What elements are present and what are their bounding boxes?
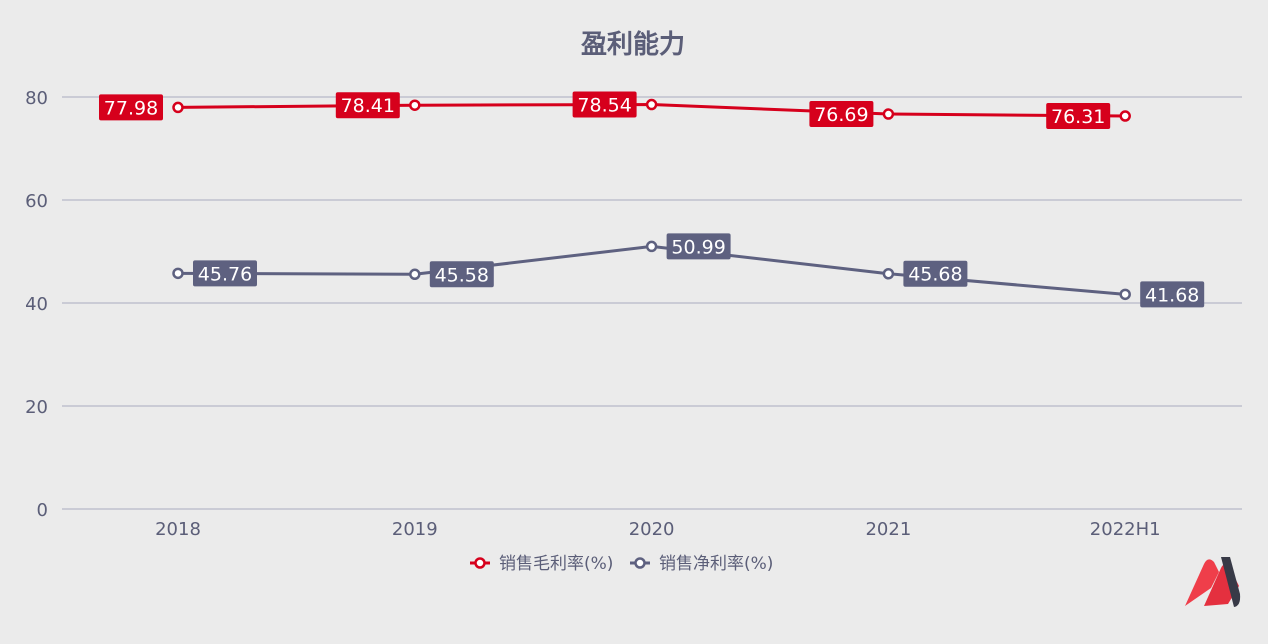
y-axis-ticks: 0 20 40 60 80 [25, 88, 48, 521]
x-tick-label: 2020 [629, 519, 675, 540]
data-point [645, 240, 658, 253]
legend-marker [474, 557, 486, 569]
data-label-box [572, 91, 637, 118]
legend-item-1: 销售毛利率(%) [470, 554, 613, 574]
y-tick-label: 80 [25, 88, 48, 109]
data-label: 78.54 [577, 95, 631, 117]
x-axis-ticks: 2018 2019 2020 2021 2022H1 [155, 519, 1161, 540]
series-layer: 77.98 78.41 78.54 76.69 76.31 45.76 45.58 50.99… [99, 91, 1205, 308]
data-point [172, 267, 184, 280]
x-tick-label: 2018 [155, 519, 201, 540]
data-label: 50.99 [671, 236, 725, 258]
x-tick-label: 2021 [865, 519, 911, 540]
y-tick-label: 60 [25, 191, 48, 212]
data-point [645, 98, 658, 111]
data-point [1119, 110, 1131, 122]
legend-marker [634, 557, 646, 569]
data-point [172, 101, 184, 114]
y-tick-label: 20 [25, 397, 48, 418]
data-label: 45.76 [198, 263, 252, 285]
data-label-box [99, 94, 163, 121]
series-line [177, 244, 1126, 296]
series-1: 77.98 78.41 78.54 76.69 76.31 [99, 91, 1131, 130]
x-tick-label: 2019 [392, 519, 438, 540]
series-2: 45.76 45.58 50.99 45.68 41.68 [172, 233, 1205, 308]
data-label-box [809, 101, 874, 128]
data-label: 41.68 [1145, 284, 1199, 306]
data-label-box [193, 260, 257, 287]
data-label-box [429, 261, 494, 288]
data-label: 45.58 [435, 264, 489, 286]
y-tick-label: 40 [25, 294, 48, 315]
legend-label: 销售毛利率(%) [499, 554, 613, 574]
data-label: 45.68 [908, 264, 962, 286]
brand-m-logo-icon [1185, 557, 1241, 607]
data-label-box [335, 92, 400, 119]
data-point [409, 99, 421, 111]
grid-lines [62, 96, 1242, 510]
y-tick-label: 0 [37, 500, 48, 521]
data-label-box [1046, 103, 1111, 130]
data-label: 76.69 [814, 104, 868, 126]
legend-item-2: 销售净利率(%) [630, 554, 773, 574]
chart-title: 盈利能力 [580, 29, 685, 60]
data-label: 78.41 [341, 95, 395, 117]
data-label-box [666, 233, 731, 260]
data-point [882, 108, 895, 120]
data-point [882, 267, 895, 280]
data-point [409, 268, 421, 281]
data-label: 76.31 [1051, 106, 1105, 128]
legend-label: 销售净利率(%) [659, 554, 773, 574]
data-label-box [903, 260, 968, 287]
x-tick-label: 2022H1 [1090, 519, 1161, 540]
data-label-box [1140, 281, 1205, 308]
legend: 销售毛利率(%) 销售净利率(%) [470, 554, 773, 574]
data-label: 77.98 [104, 97, 158, 119]
data-point [1119, 288, 1131, 301]
